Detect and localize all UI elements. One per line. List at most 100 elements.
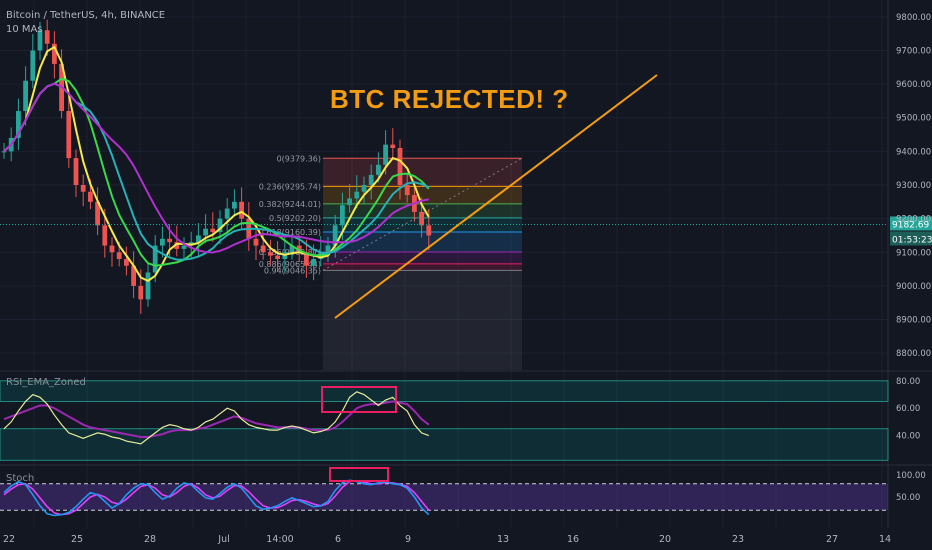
candle-down — [296, 245, 302, 253]
candle-down — [102, 225, 108, 246]
stoch-tick-label: 50.00 — [896, 493, 920, 503]
rsi-tick-label: 60.00 — [896, 404, 920, 414]
price-tick-label: 9500.00 — [896, 114, 931, 124]
candle-down — [73, 158, 79, 185]
time-tick-label: 14 — [879, 534, 891, 545]
time-tick-label: 9 — [405, 534, 411, 545]
candle-down — [304, 252, 309, 266]
candle-down — [419, 211, 424, 226]
fib-diagonal — [322, 157, 523, 271]
candle-down — [80, 185, 86, 192]
fib-zone — [323, 263, 522, 271]
rsi-zone — [0, 428, 889, 461]
ma-yellow-line — [3, 45, 430, 283]
candle-down — [397, 148, 403, 185]
countdown-label: 01:53:23 — [892, 235, 932, 245]
stoch-tick-label: 100.00 — [896, 471, 926, 481]
candle-up — [145, 272, 151, 300]
candle-up — [224, 208, 230, 219]
candle-up — [30, 50, 36, 81]
candle-down — [404, 185, 410, 196]
candle-down — [253, 238, 259, 246]
candle-up — [181, 245, 187, 249]
rsi-zone — [0, 380, 889, 402]
rsi-tick-label: 80.00 — [896, 377, 920, 387]
candle-up — [354, 191, 360, 199]
candle-up — [340, 205, 345, 226]
candle-up — [361, 185, 367, 192]
candle-down — [52, 43, 57, 64]
fib-level-label: 0.786(9100.87) — [259, 248, 321, 257]
stoch-highlight-box — [329, 467, 389, 482]
fib-level-label: 0.94(9046.35) — [264, 266, 321, 275]
candle-up — [217, 218, 223, 233]
candle-down — [116, 252, 122, 259]
trendline — [334, 74, 658, 319]
candle-down — [167, 238, 172, 243]
fib-level-label: 0.5(9202.20) — [269, 214, 321, 223]
candle-up — [152, 245, 158, 273]
fib-extension-zone — [323, 270, 522, 370]
candle-down — [390, 144, 396, 148]
candle-up — [196, 235, 201, 243]
candle-down — [210, 228, 216, 233]
indicator-label: 10 MAs — [6, 24, 43, 35]
candle-up — [347, 198, 352, 206]
price-tick-label: 9100.00 — [896, 248, 931, 258]
candle-down — [268, 252, 273, 256]
candle-down — [138, 285, 144, 300]
annotation-headline: BTC REJECTED! ? — [330, 84, 569, 114]
candle-up — [203, 228, 208, 236]
candle-down — [426, 225, 432, 236]
time-tick-label: 28 — [144, 534, 156, 545]
candle-down — [44, 30, 50, 44]
candle-up — [383, 144, 388, 165]
rsi-highlight-box — [321, 386, 397, 413]
ma-purple-line — [3, 82, 430, 254]
symbol-title: Bitcoin / TetherUS, 4h, BINANCE — [6, 10, 166, 21]
candle-down — [174, 242, 180, 249]
candle-down — [66, 111, 72, 159]
time-tick-label: 14:00 — [266, 534, 293, 545]
time-tick-label: Jul — [217, 534, 229, 545]
candle-up — [325, 245, 331, 253]
ma-green-line — [3, 77, 430, 267]
fib-zone — [323, 251, 522, 264]
time-tick-label: 27 — [826, 534, 838, 545]
price-tick-label: 9800.00 — [896, 13, 931, 23]
rsi-pane-title: RSI_EMA_Zoned — [6, 377, 86, 388]
candle-down — [124, 259, 129, 266]
price-tick-label: 9400.00 — [896, 147, 931, 157]
time-tick-label: 13 — [497, 534, 509, 545]
fib-level-label: 0.886(9065.44) — [259, 260, 321, 269]
price-tick-label: 9600.00 — [896, 80, 931, 90]
price-tick-label: 9300.00 — [896, 181, 931, 191]
time-tick-label: 16 — [567, 534, 579, 545]
fib-level-label: 0(9379.36) — [277, 154, 321, 163]
fib-level-label: 0.382(9244.01) — [259, 200, 321, 209]
fib-level-label: 0.236(9295.74) — [259, 182, 321, 191]
candle-down — [275, 255, 280, 259]
fib-zone — [323, 231, 522, 252]
countdown-badge — [890, 231, 932, 246]
rsi-tick-label: 40.00 — [896, 432, 920, 442]
price-tick-label: 8800.00 — [896, 349, 931, 359]
stoch-band-fill — [0, 483, 888, 511]
rsi-ema-line — [3, 400, 430, 438]
candle-up — [368, 174, 374, 185]
candle-up — [311, 259, 316, 266]
candle-up — [23, 80, 28, 111]
time-tick-label: 6 — [335, 534, 341, 545]
candle-down — [131, 265, 136, 286]
candle-up — [232, 201, 237, 209]
candle-up — [289, 245, 295, 253]
candle-up — [376, 164, 381, 175]
price-tick-label: 9000.00 — [896, 282, 931, 292]
last-price-label: 9182.69 — [892, 220, 929, 230]
candle-down — [95, 201, 100, 226]
candle-down — [239, 201, 244, 219]
time-tick-label: 23 — [732, 534, 744, 545]
last-price-badge — [890, 216, 932, 231]
candle-down — [88, 191, 93, 202]
